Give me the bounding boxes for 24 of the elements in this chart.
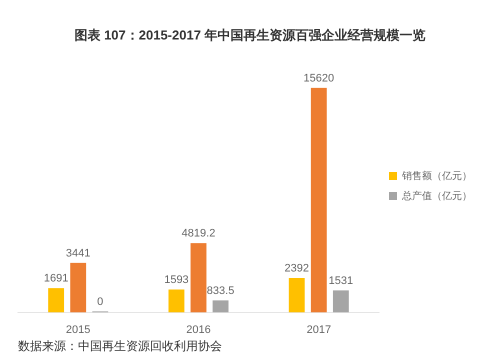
- data-label: 1531: [328, 274, 354, 287]
- data-label: 0: [97, 296, 104, 308]
- data-label: 833.5: [206, 284, 234, 297]
- chart-title: 图表 107：2015-2017 年中国再生资源百强企业经营规模一览: [74, 27, 426, 42]
- bar: [190, 243, 206, 312]
- bar: [310, 88, 327, 312]
- x-tick-label: 2017: [306, 324, 332, 336]
- bar: [168, 289, 184, 312]
- bar: [70, 262, 86, 312]
- bar: [48, 288, 64, 312]
- legend-label: 销售额（亿元）: [401, 170, 472, 182]
- bar: [332, 290, 349, 312]
- x-tick-label: 2015: [66, 324, 90, 336]
- data-label: 3441: [66, 247, 90, 260]
- data-label: 2392: [284, 262, 310, 275]
- bar: [288, 278, 305, 312]
- data-label: 15620: [304, 72, 334, 84]
- data-label: 1593: [164, 274, 189, 286]
- source-note: 数据来源：中国再生资源回收利用协会: [18, 339, 222, 354]
- data-label: 1691: [44, 272, 68, 285]
- bar: [212, 300, 229, 312]
- x-tick-label: 2016: [186, 324, 211, 336]
- legend-label: 总产值（亿元）: [401, 190, 472, 202]
- data-label: 4819.2: [182, 228, 216, 240]
